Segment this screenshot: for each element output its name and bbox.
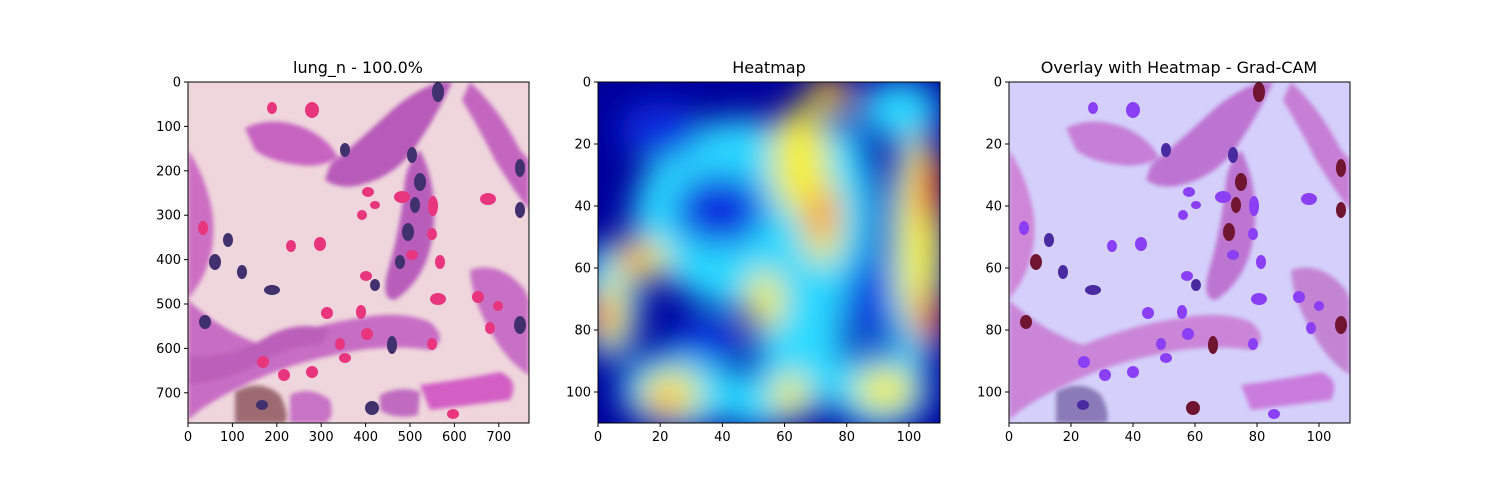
x-tick-label: 500 [398, 430, 423, 445]
heatmap-panel-axes: 0 20 40 60 80 100 0 20 40 60 80 100 [566, 76, 921, 446]
x-tick-label: 40 [1125, 430, 1142, 445]
x-tick-label: 100 [1307, 430, 1332, 445]
tissue-panel-axes: 0 100 200 300 400 500 600 700 0 100 200 300 400 500 60… [156, 76, 511, 446]
y-tick-label: 20 [574, 138, 591, 153]
y-tick-label: 400 [156, 253, 181, 268]
x-tick-label: 60 [1187, 430, 1204, 445]
y-tick-label: 20 [985, 138, 1002, 153]
overlay-panel: Overlay with Heatmap - Grad-CAM [977, 58, 1351, 446]
y-tick-label: 600 [156, 342, 181, 357]
overlay-image [1009, 82, 1350, 423]
tissue-panel: lung_n - 100.0% [156, 58, 530, 446]
x-tick-label: 0 [1005, 430, 1013, 445]
y-tick-label: 700 [156, 386, 181, 401]
heatmap-image [598, 82, 940, 423]
overlay-panel-title: Overlay with Heatmap - Grad-CAM [1041, 58, 1317, 77]
x-tick-label: 0 [594, 430, 602, 445]
x-tick-label: 700 [486, 430, 511, 445]
x-tick-label: 400 [353, 430, 378, 445]
overlay-panel-frame [1008, 81, 1351, 424]
y-tick-label: 100 [566, 386, 591, 401]
overlay-panel-axes: 0 20 40 60 80 100 0 20 40 60 80 100 [977, 76, 1331, 446]
x-tick-label: 80 [838, 430, 855, 445]
tissue-panel-frame [187, 81, 530, 424]
y-tick-label: 60 [574, 262, 591, 277]
y-tick-label: 0 [583, 76, 591, 91]
x-tick-label: 100 [896, 430, 921, 445]
y-tick-label: 100 [156, 120, 181, 135]
x-tick-label: 80 [1249, 430, 1266, 445]
heatmap-panel-frame [597, 81, 941, 424]
x-tick-label: 20 [1063, 430, 1080, 445]
x-tick-label: 40 [714, 430, 731, 445]
y-tick-label: 0 [173, 76, 181, 91]
x-tick-label: 20 [652, 430, 669, 445]
x-tick-label: 300 [309, 430, 334, 445]
y-tick-label: 40 [574, 200, 591, 215]
y-tick-label: 60 [985, 262, 1002, 277]
heatmap-panel-title: Heatmap [732, 58, 806, 77]
y-tick-label: 100 [977, 386, 1002, 401]
tissue-panel-title: lung_n - 100.0% [293, 58, 423, 78]
y-tick-label: 500 [156, 298, 181, 313]
x-tick-label: 600 [442, 430, 467, 445]
heatmap-panel: Heatmap [566, 58, 941, 446]
y-tick-label: 40 [985, 200, 1002, 215]
x-tick-label: 60 [776, 430, 793, 445]
y-tick-label: 80 [574, 324, 591, 339]
x-tick-label: 0 [184, 430, 192, 445]
x-tick-label: 200 [264, 430, 289, 445]
y-tick-label: 80 [985, 324, 1002, 339]
y-tick-label: 300 [156, 209, 181, 224]
y-tick-label: 0 [994, 76, 1002, 91]
y-tick-label: 200 [156, 164, 181, 179]
x-tick-label: 100 [220, 430, 245, 445]
tissue-image [188, 82, 529, 423]
